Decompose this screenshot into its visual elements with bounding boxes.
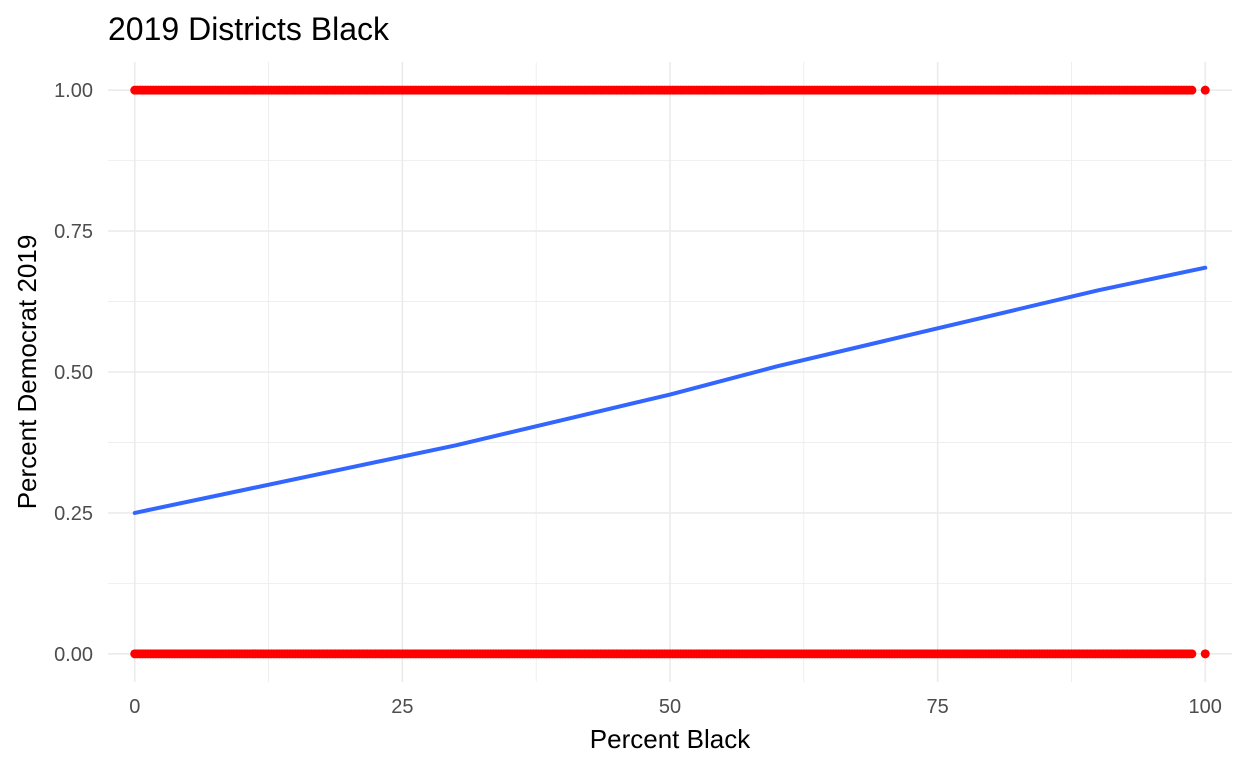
y-tick-label: 0.00 <box>54 644 93 666</box>
scatter-point <box>1200 85 1210 95</box>
scatter-point <box>1187 649 1197 659</box>
y-tick-label: 0.50 <box>54 362 93 384</box>
x-tick-label: 25 <box>391 696 413 718</box>
major-gridlines <box>108 62 1232 682</box>
fit-line <box>132 265 1208 515</box>
y-tick-label: 0.25 <box>54 503 93 525</box>
y-tick-label: 1.00 <box>54 80 93 102</box>
y-axis-title: Percent Democrat 2019 <box>12 235 42 510</box>
y-tick-label: 0.75 <box>54 221 93 243</box>
chart-title: 2019 Districts Black <box>108 11 390 47</box>
x-tick-label: 50 <box>659 696 681 718</box>
x-tick-label: 0 <box>129 696 140 718</box>
x-tick-label: 75 <box>926 696 948 718</box>
scatter-points <box>130 85 1210 659</box>
scatter-point <box>1200 649 1210 659</box>
x-axis-ticks: 0 25 50 75 100 <box>129 696 1222 718</box>
x-axis-title: Percent Black <box>590 724 751 754</box>
scatter-point <box>1187 85 1197 95</box>
x-tick-label: 100 <box>1189 696 1222 718</box>
y-axis-ticks: 0.00 0.25 0.50 0.75 1.00 <box>54 80 93 666</box>
